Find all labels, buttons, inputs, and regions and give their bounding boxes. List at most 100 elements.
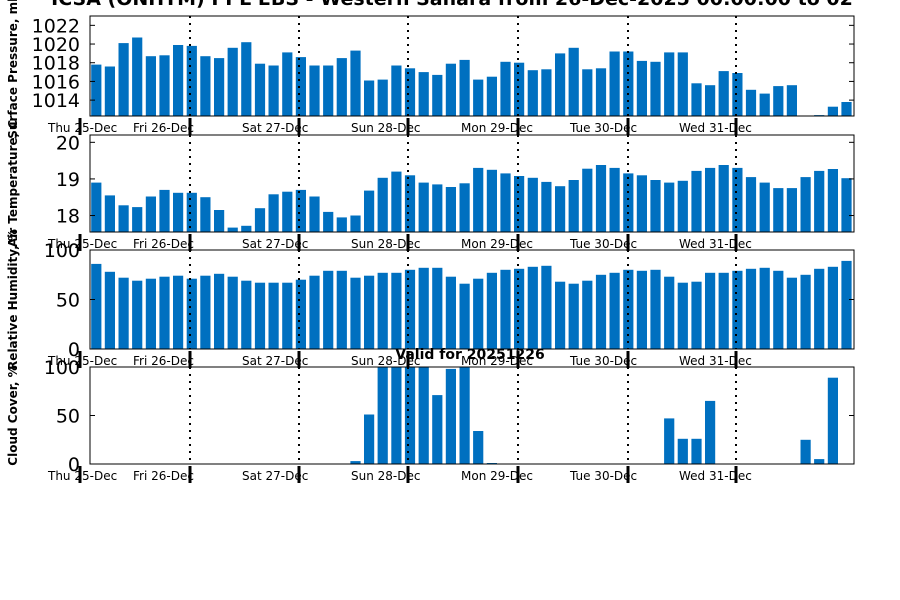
- bar: [500, 173, 511, 232]
- bar: [486, 169, 497, 232]
- bar: [595, 68, 607, 116]
- bar: [391, 367, 402, 464]
- bar: [200, 197, 211, 232]
- bar: [636, 175, 647, 232]
- bar: [841, 260, 852, 349]
- bar: [459, 183, 470, 232]
- bar: [432, 184, 443, 232]
- bar: [568, 283, 579, 349]
- bar: [609, 272, 620, 349]
- bar: [473, 167, 484, 232]
- bar: [636, 60, 647, 116]
- day-label: Thu 25-Dec: [47, 354, 117, 368]
- day-label: Fri 26-Dec: [133, 469, 194, 483]
- bar: [473, 79, 484, 116]
- bar: [691, 281, 702, 349]
- bar: [650, 269, 661, 349]
- bar: [623, 173, 634, 232]
- bar: [814, 268, 825, 349]
- y-axis-label: Relative Humidity, %: [6, 229, 20, 370]
- bar: [418, 182, 429, 232]
- bar: [173, 275, 184, 349]
- bar: [527, 266, 538, 349]
- y-tick-label: 1020: [32, 34, 80, 56]
- bar: [595, 274, 607, 350]
- bar: [486, 76, 497, 116]
- bar: [336, 58, 347, 116]
- bar: [404, 367, 416, 464]
- bar: [132, 207, 143, 232]
- bar: [459, 59, 470, 116]
- bar: [827, 377, 838, 464]
- bar: [473, 431, 484, 464]
- bar: [214, 273, 225, 349]
- bar: [486, 272, 497, 349]
- bar: [214, 210, 225, 232]
- y-axis-label: Air Temperature, C: [6, 120, 20, 248]
- bar: [364, 80, 375, 116]
- bar: [418, 267, 429, 349]
- bar: [759, 267, 770, 349]
- bar: [732, 167, 743, 232]
- y-tick-label: 100: [44, 357, 80, 379]
- bar: [364, 414, 375, 464]
- bar: [404, 68, 416, 116]
- bar: [677, 180, 688, 232]
- day-label: Thu 25-Dec: [47, 469, 117, 483]
- day-label: Fri 26-Dec: [133, 354, 194, 368]
- bar: [773, 188, 784, 232]
- bar: [132, 37, 143, 116]
- bar: [514, 268, 525, 349]
- day-label: Sat 27-Dec: [242, 354, 308, 368]
- bar: [473, 278, 484, 349]
- bar: [759, 182, 770, 232]
- y-tick-label: 1022: [32, 15, 80, 37]
- day-label: Wed 31-Dec: [679, 469, 752, 483]
- bar: [214, 58, 225, 116]
- bar: [623, 51, 634, 116]
- bar: [705, 272, 716, 349]
- bar: [718, 165, 729, 232]
- bar: [582, 168, 593, 232]
- bar: [145, 278, 156, 349]
- bar: [104, 66, 115, 116]
- bar: [432, 74, 443, 116]
- bar: [650, 180, 661, 232]
- bar: [514, 176, 525, 232]
- bar: [91, 64, 102, 116]
- day-label: Wed 31-Dec: [679, 121, 752, 135]
- bar: [786, 277, 797, 349]
- bar: [582, 69, 593, 116]
- bar: [254, 63, 266, 116]
- bar: [732, 270, 743, 349]
- day-label: Fri 26-Dec: [133, 237, 194, 251]
- bar: [773, 270, 784, 349]
- y-tick-label: 0: [68, 339, 80, 361]
- bar: [377, 367, 388, 464]
- bar: [418, 72, 429, 116]
- bar: [745, 177, 757, 232]
- day-label: Wed 31-Dec: [679, 237, 752, 251]
- bar: [732, 73, 743, 116]
- bar: [91, 263, 102, 349]
- bar: [173, 192, 184, 232]
- bar: [282, 191, 293, 232]
- bar: [445, 187, 456, 232]
- bar: [568, 47, 579, 116]
- bar: [200, 275, 211, 349]
- bar: [323, 65, 334, 116]
- bar: [800, 274, 811, 350]
- bar: [827, 169, 838, 232]
- bar: [391, 272, 402, 349]
- day-label: Tue 30-Dec: [569, 121, 637, 135]
- bar: [159, 189, 170, 232]
- bar: [609, 167, 620, 232]
- bar: [773, 86, 784, 116]
- bar: [745, 89, 757, 116]
- bar: [91, 182, 102, 232]
- bar: [718, 71, 729, 116]
- bar: [759, 93, 770, 116]
- bar: [118, 205, 129, 232]
- bar: [445, 276, 456, 349]
